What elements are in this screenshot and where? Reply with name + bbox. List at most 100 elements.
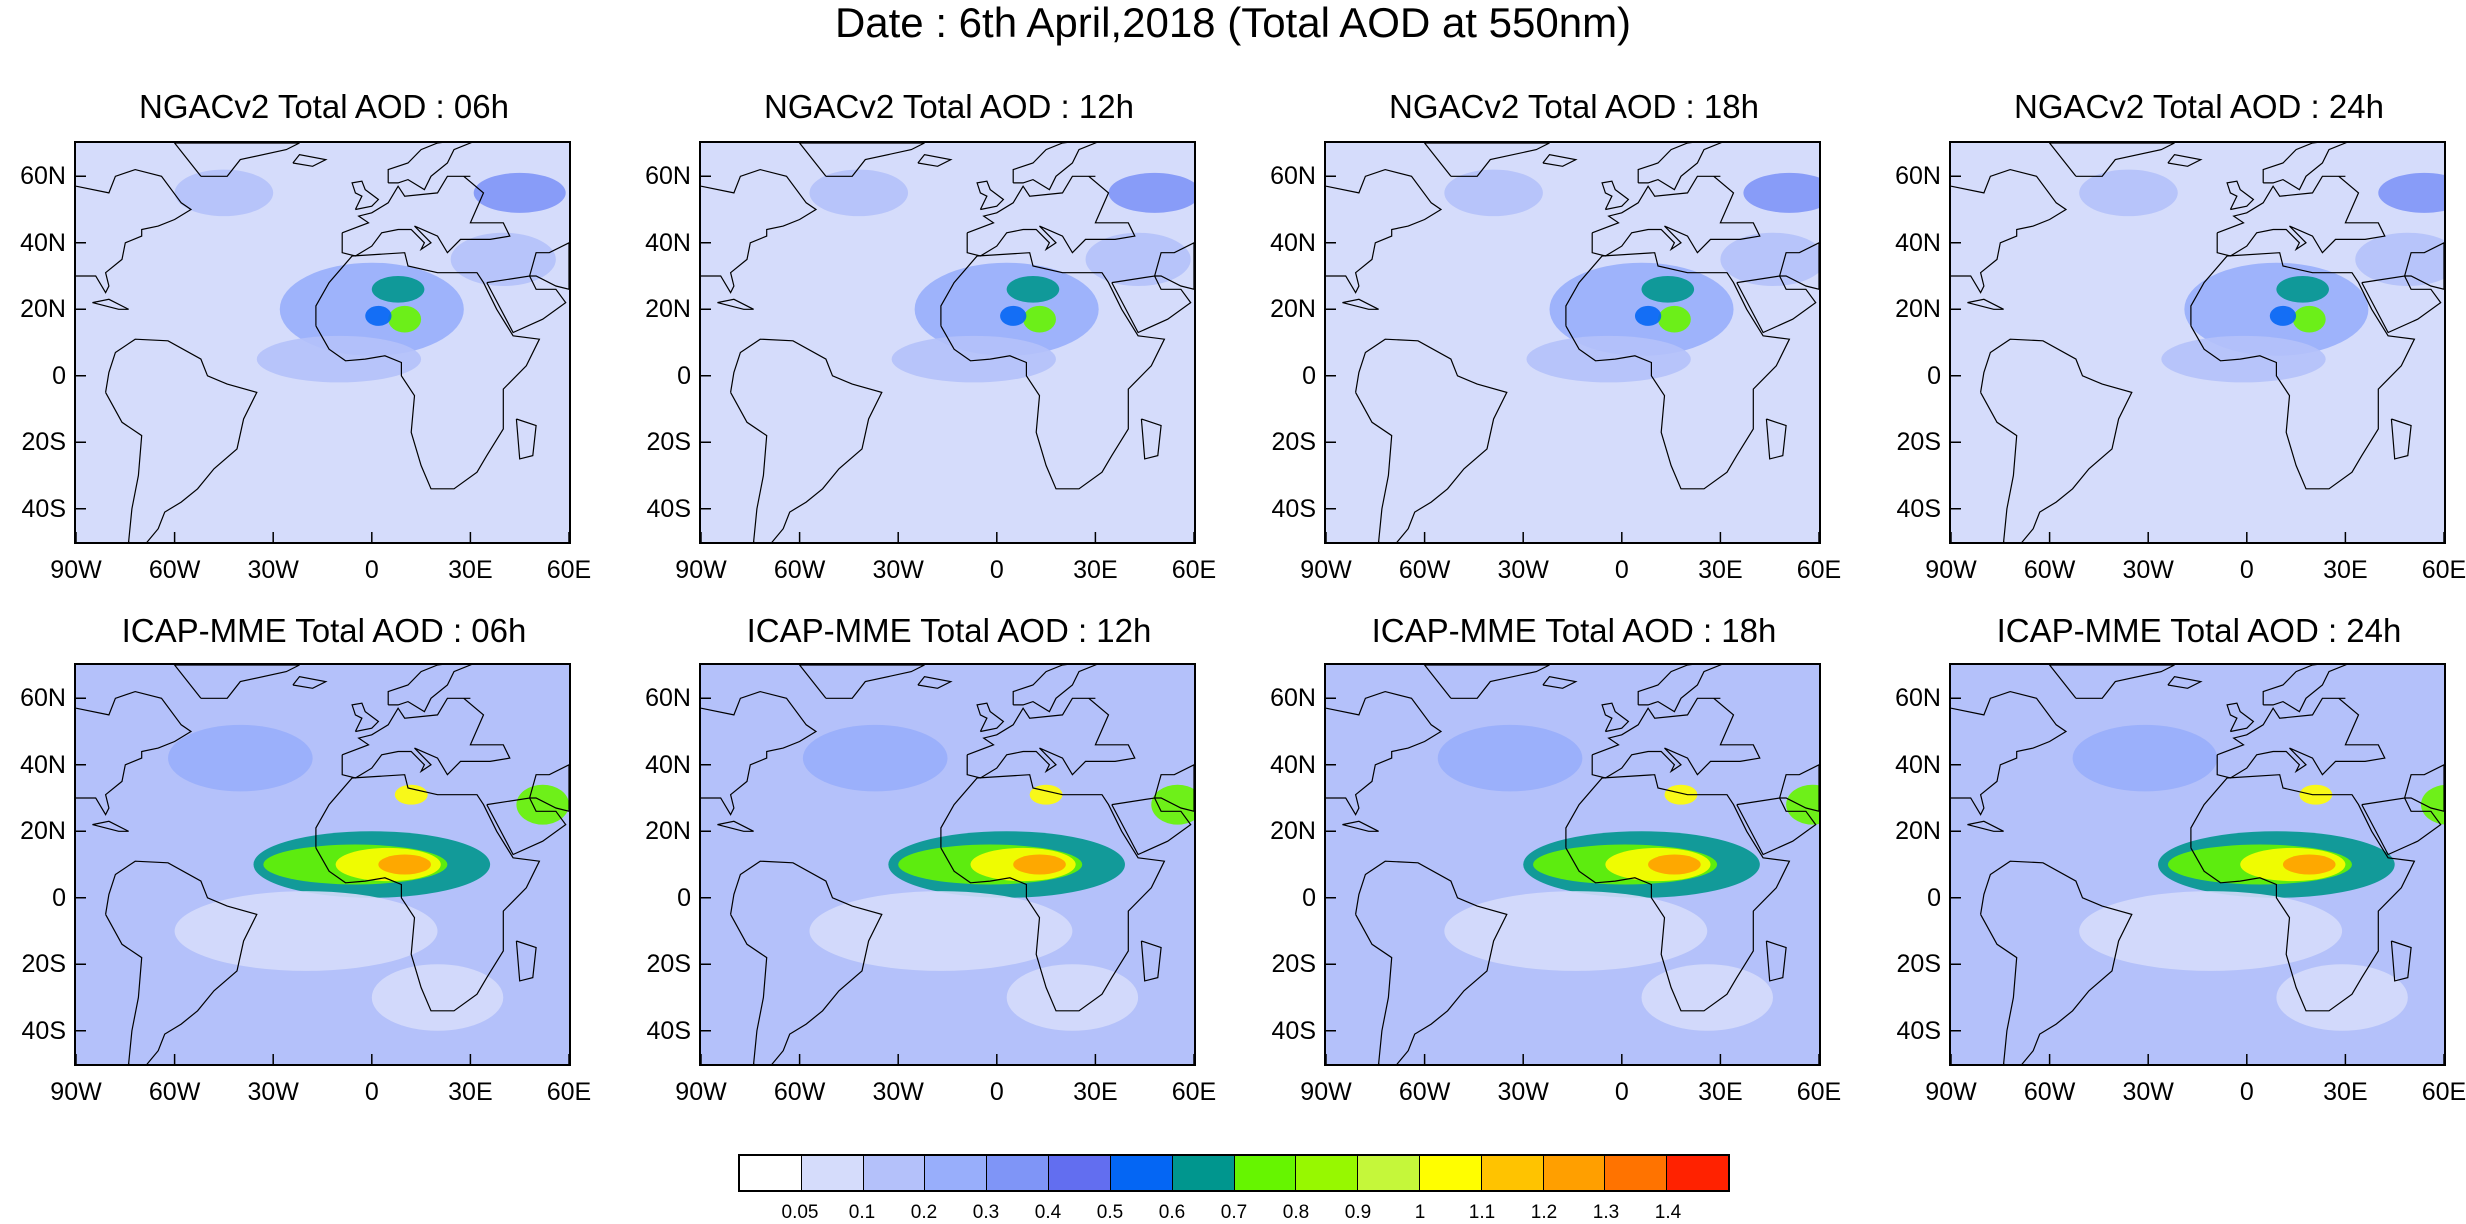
lat-label: 20S (646, 428, 691, 457)
coastline (1980, 338, 2133, 542)
coastline (917, 675, 953, 689)
aod-field (1006, 276, 1060, 303)
coastline (1326, 168, 1443, 294)
colorbar-label: 1.1 (1468, 1202, 1496, 1223)
lon-label: 30E (1073, 556, 1118, 584)
lon-label: 30W (872, 1078, 924, 1106)
coastline (798, 665, 925, 699)
coastline (1951, 168, 2068, 294)
lat-label: 40S (21, 1016, 66, 1045)
colorbar-swatch (1667, 1156, 1728, 1190)
coastline (529, 242, 569, 290)
panel-title-ngac-24h: NGACv2 Total AOD : 24h (2014, 88, 2384, 125)
coastline (351, 702, 380, 733)
aod-field (516, 784, 569, 825)
lat-label: 20S (646, 950, 691, 979)
coastline (940, 252, 1166, 490)
colorbar-label: 0.8 (1282, 1202, 1310, 1223)
coastline (2048, 665, 2175, 699)
lat-label: 20N (645, 817, 691, 846)
lat-label: 60N (1895, 684, 1941, 713)
coastline (92, 820, 129, 832)
coastline (1951, 690, 2068, 816)
coastline (2226, 702, 2255, 733)
colorbar-swatch (863, 1156, 926, 1190)
coastline (966, 697, 1136, 779)
aod-field (2072, 724, 2218, 792)
aod-colorbar (738, 1154, 1730, 1192)
lat-label: 20S (1896, 950, 1941, 979)
coastline (486, 797, 567, 856)
lat-label: 20N (1895, 295, 1941, 324)
lat-label: 0 (1927, 883, 1941, 912)
aod-field (2276, 276, 2329, 303)
lon-label: 0 (1614, 1078, 1629, 1106)
map-panel-icap-06h (74, 663, 571, 1066)
lon-label: 60W (773, 1078, 826, 1106)
coastline (966, 175, 1136, 257)
colorbar-swatch (1234, 1156, 1297, 1190)
lat-label: 20N (1895, 817, 1941, 846)
lon-label: 60E (1171, 556, 1217, 584)
colorbar-label: 1.3 (1592, 1202, 1620, 1223)
aod-field (365, 305, 392, 326)
lon-label: 0 (2239, 1078, 2254, 1106)
coastline (2361, 275, 2442, 334)
lat-label: 60N (1270, 684, 1316, 713)
aod-field (809, 169, 909, 217)
coastline (2167, 153, 2203, 167)
colorbar-swatch (925, 1156, 988, 1190)
figure-title: Date : 6th April,2018 (Total AOD at 550n… (834, 0, 1632, 46)
coastline (1140, 418, 1162, 460)
colorbar-swatch (1481, 1156, 1544, 1190)
aod-field (1444, 169, 1543, 217)
coastline (1736, 797, 1817, 856)
lat-label: 0 (1927, 361, 1941, 390)
lat-label: 40S (1271, 494, 1316, 523)
aod-field (378, 854, 431, 875)
coastline (717, 820, 754, 832)
coastline (701, 168, 818, 294)
coastline (315, 774, 541, 1012)
coastline (92, 298, 129, 310)
coastline (341, 697, 511, 779)
coastline (1423, 665, 1550, 699)
lat-label: 20N (645, 295, 691, 324)
aod-field (1444, 891, 1708, 971)
coastline (1542, 153, 1578, 167)
coastline (341, 175, 511, 257)
lon-label: 60E (546, 1078, 592, 1106)
lat-label: 40N (645, 750, 691, 779)
lat-label: 40N (20, 228, 66, 257)
lon-label: 60E (2421, 556, 2466, 584)
lat-label: 40S (1271, 1016, 1316, 1045)
coastline (1542, 675, 1578, 689)
aod-field (1743, 172, 1819, 213)
coastline (1967, 298, 2004, 310)
coastline (1565, 774, 1791, 1012)
aod-field (802, 724, 948, 792)
map-svg (1326, 665, 1819, 1064)
map-panel-icap-24h (1949, 663, 2446, 1066)
lon-label: 60E (1171, 1078, 1217, 1106)
lat-label: 40N (20, 750, 66, 779)
lat-label: 20S (21, 950, 66, 979)
coastline (2216, 175, 2386, 257)
lon-label: 30E (1073, 1078, 1118, 1106)
colorbar-label: 1 (1414, 1202, 1426, 1223)
lon-label: 30W (247, 1078, 299, 1106)
coastline (1967, 820, 2004, 832)
colorbar-swatch (1110, 1156, 1173, 1190)
colorbar-swatch (801, 1156, 864, 1190)
coastline (292, 153, 328, 167)
lat-label: 60N (20, 162, 66, 191)
lon-label: 60W (148, 1078, 201, 1106)
map-svg (701, 665, 1194, 1064)
lat-label: 40N (1895, 750, 1941, 779)
aod-field (1013, 854, 1066, 875)
coastline (1154, 242, 1194, 290)
coastline (2361, 797, 2442, 856)
coastline (173, 143, 300, 177)
panel-title-icap-06h: ICAP-MME Total AOD : 06h (121, 612, 527, 649)
lat-label: 40N (1270, 750, 1316, 779)
